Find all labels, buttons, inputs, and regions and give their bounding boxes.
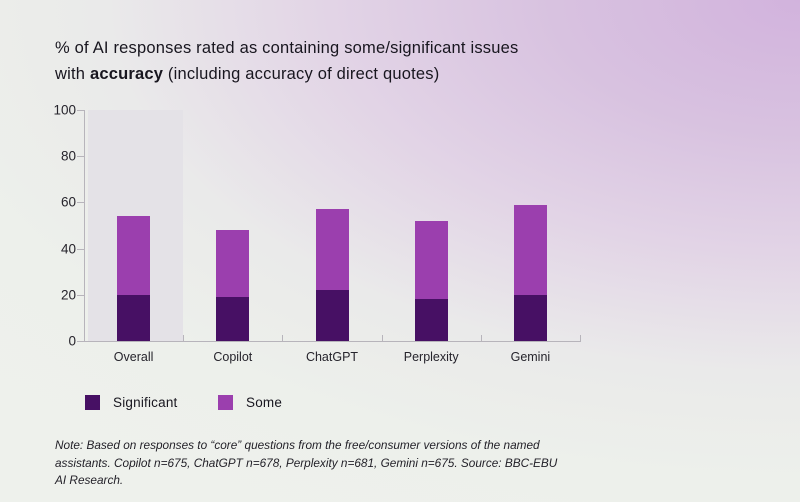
x-tick-mark-4: [480, 335, 482, 341]
x-category-label-gemini: Gemini: [510, 350, 551, 364]
y-tick-label-60: 60: [60, 194, 76, 210]
x-tick-mark-2: [282, 335, 284, 341]
y-tick-mark-20: [77, 294, 84, 296]
y-axis-line: [84, 110, 85, 341]
y-tick-mark-60: [77, 202, 84, 204]
legend-label-significant: Significant: [113, 395, 178, 410]
bar-gemini-significant: [513, 294, 547, 341]
bar-copilot-some: [216, 230, 250, 298]
y-tick-label-0: 0: [68, 333, 76, 349]
y-tick-label-20: 20: [60, 287, 76, 303]
chart-legend: Significant Some: [0, 395, 600, 415]
x-category-label-chatgpt: ChatGPT: [305, 350, 359, 364]
bar-chatgpt-some: [315, 209, 349, 291]
footnote: Note: Based on responses to “core” quest…: [55, 438, 558, 487]
bar-gemini-some: [513, 204, 547, 295]
y-tick-label-80: 80: [60, 148, 76, 164]
bar-perplexity-some: [414, 220, 448, 300]
x-category-label-perplexity: Perplexity: [403, 350, 459, 364]
bar-chatgpt-significant: [315, 290, 349, 341]
x-category-label-overall: Overall: [113, 350, 154, 364]
chart-title-line1: % of AI responses rated as containing so…: [55, 39, 519, 57]
y-tick-mark-100: [77, 110, 84, 111]
bar-perplexity-significant: [414, 299, 448, 341]
legend-swatch-some: [218, 395, 233, 410]
bar-overall-significant: [117, 294, 151, 341]
x-tick-mark-3: [381, 335, 383, 341]
y-tick-mark-80: [77, 156, 84, 158]
x-tick-mark-1: [183, 335, 185, 341]
y-tick-label-100: 100: [53, 102, 76, 118]
bar-copilot-significant: [216, 297, 250, 341]
x-tick-mark-5: [580, 335, 581, 341]
x-category-label-copilot: Copilot: [213, 350, 253, 364]
chart-title: % of AI responses rated as containing so…: [55, 35, 655, 87]
y-tick-label-40: 40: [60, 241, 76, 257]
y-tick-mark-40: [77, 248, 84, 250]
y-tick-mark-0: [77, 341, 84, 342]
legend-swatch-significant: [85, 395, 100, 410]
x-axis-line: [84, 341, 581, 342]
legend-item-significant: Significant: [85, 395, 178, 410]
legend-label-some: Some: [246, 395, 283, 410]
legend-item-some: Some: [218, 395, 282, 410]
chart-title-bold-word: accuracy: [89, 65, 164, 83]
chart-title-line2: with accuracy (including accuracy of dir…: [55, 65, 440, 83]
bar-overall-some: [117, 216, 151, 295]
